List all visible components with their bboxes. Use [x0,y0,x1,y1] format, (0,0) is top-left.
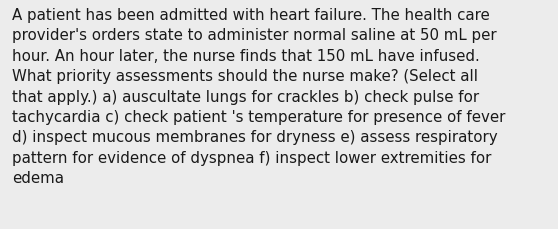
Text: A patient has been admitted with heart failure. The health care
provider's order: A patient has been admitted with heart f… [12,8,506,185]
